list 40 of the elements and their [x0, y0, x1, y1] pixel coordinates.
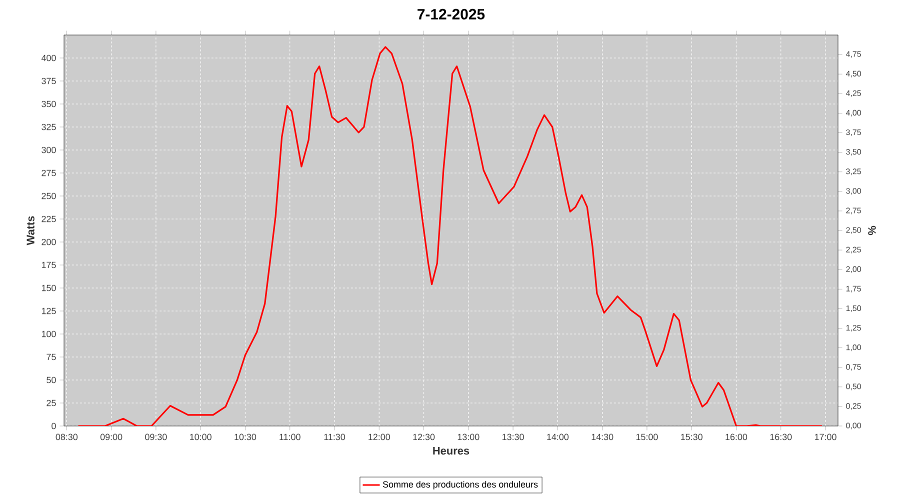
y-tick-label: 400 [41, 54, 56, 62]
y-tick-label: 250 [42, 192, 56, 200]
y-tick-label: 0 [52, 422, 56, 430]
x-tick-label: 10:00 [190, 434, 212, 440]
legend-label: Somme des productions des onduleurs [382, 481, 538, 490]
x-tick-label: 12:00 [368, 434, 390, 440]
x-tick-label: 14:00 [547, 434, 569, 440]
y-tick-label: 300 [42, 146, 56, 154]
x-tick-label: 11:30 [324, 434, 346, 440]
y-tick-label: 50 [46, 376, 56, 384]
y-tick-label: 200 [42, 238, 56, 246]
x-tick-label: 14:30 [592, 434, 614, 440]
y-tick-label: 100 [42, 330, 56, 338]
y-tick-label: 275 [42, 170, 56, 176]
y-tick-label: 125 [42, 308, 56, 314]
x-tick-label: 08:30 [56, 434, 78, 440]
y-tick-label: 150 [42, 284, 56, 292]
y-tick-label: 375 [42, 78, 56, 84]
x-tick-label: 09:00 [100, 434, 122, 440]
y-tick-label: 350 [42, 100, 56, 108]
y-tick-label: 325 [42, 124, 56, 130]
x-tick-label: 11:00 [280, 434, 300, 440]
x-tick-label: 10:30 [234, 434, 256, 440]
x-tick-label: 13:30 [502, 434, 524, 440]
x-tick-label: 09:30 [145, 434, 167, 440]
y-tick-label: 225 [42, 216, 56, 222]
x-axis-title: Heures [433, 446, 470, 455]
x-tick-label: 16:30 [770, 434, 792, 440]
x-tick-label: 12:30 [413, 434, 435, 440]
y-tick-label: 75 [46, 354, 56, 360]
chart-title: 7-12-2025 [418, 8, 485, 20]
x-tick-label: 15:30 [681, 434, 702, 440]
y-tick-label: 25 [46, 400, 56, 406]
x-tick-label: 15:00 [636, 434, 658, 440]
y-tick-label: 175 [42, 262, 56, 268]
x-tick-label: 13:00 [458, 434, 480, 440]
y-axis-title: Watts [26, 216, 34, 246]
x-tick-label: 17:00 [814, 434, 836, 440]
x-tick-label: 16:00 [726, 434, 748, 440]
y2-axis-title: % [868, 226, 876, 236]
